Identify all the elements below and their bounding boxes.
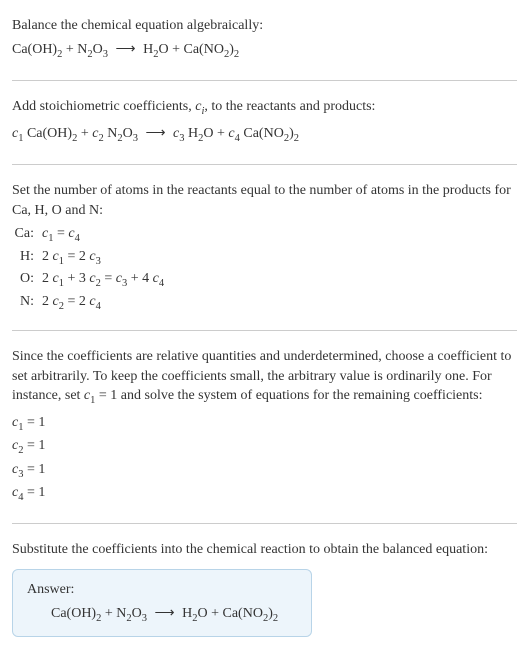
eq-text: O [123, 126, 133, 141]
coef-sub: 3 [179, 132, 184, 143]
divider [12, 164, 517, 165]
text: = 2 [64, 249, 89, 264]
coef-sub: 2 [98, 132, 103, 143]
eq-text: O [132, 606, 142, 621]
eq-text: O [93, 42, 103, 57]
atom-row-ca: Ca: c1 = c4 [12, 224, 517, 246]
step-5: Substitute the coefficients into the che… [12, 532, 517, 646]
atom-label: Ca: [12, 224, 42, 244]
eq-text: O [158, 42, 168, 57]
solution-c4: c4 = 1 [12, 483, 517, 505]
atom-label: N: [12, 292, 42, 312]
arrow-icon: ⟶ [138, 126, 173, 141]
text: Add stoichiometric coefficients, [12, 99, 195, 114]
coef-equation: c1 Ca(OH)2 + c2 N2O3 ⟶ c3 H2O + c4 Ca(NO… [12, 124, 517, 146]
atom-row-h: H: 2 c1 = 2 c3 [12, 247, 517, 269]
eq-text: Ca(NO [223, 606, 263, 621]
eq-text: N [107, 126, 117, 141]
divider [12, 330, 517, 331]
atom-eq: 2 c1 = 2 c3 [42, 247, 517, 269]
eq-text: + [208, 606, 223, 621]
answer-equation: Ca(OH)2 + N2O3 ⟶ H2O + Ca(NO2)2 [27, 604, 297, 626]
eq-text: H [143, 42, 153, 57]
eq-sub: 2 [273, 613, 278, 624]
eq-text: + [214, 126, 229, 141]
step-5-text: Substitute the coefficients into the che… [12, 540, 517, 560]
step-1: Balance the chemical equation algebraica… [12, 8, 517, 72]
step-2: Add stoichiometric coefficients, ci, to … [12, 89, 517, 156]
var-sub: 4 [75, 233, 80, 244]
eq-text: Ca(NO [184, 42, 224, 57]
var-sub: 4 [159, 278, 164, 289]
step-3: Set the number of atoms in the reactants… [12, 173, 517, 322]
step-4: Since the coefficients are relative quan… [12, 339, 517, 515]
answer-box: Answer: Ca(OH)2 + N2O3 ⟶ H2O + Ca(NO2)2 [12, 569, 312, 637]
solution-c2: c2 = 1 [12, 436, 517, 458]
eq-text: O [203, 126, 213, 141]
main-equation: Ca(OH)2 + N2O3 ⟶ H2O + Ca(NO2)2 [12, 40, 517, 62]
val: = 1 [23, 485, 45, 500]
eq-text: N [116, 606, 126, 621]
eq-text: + [62, 42, 77, 57]
eq-text: Ca(NO [243, 126, 283, 141]
step-2-text: Add stoichiometric coefficients, ci, to … [12, 97, 517, 119]
eq-text: O [197, 606, 207, 621]
text: = [101, 271, 116, 286]
text: , to the reactants and products: [204, 99, 375, 114]
atom-table: Ca: c1 = c4 H: 2 c1 = 2 c3 O: 2 c1 + 3 c… [12, 224, 517, 314]
step-1-title: Balance the chemical equation algebraica… [12, 16, 517, 36]
eq-text: Ca(OH) [51, 606, 96, 621]
eq-text: + [169, 42, 184, 57]
atom-eq: 2 c1 + 3 c2 = c3 + 4 c4 [42, 269, 517, 291]
step-4-text: Since the coefficients are relative quan… [12, 347, 517, 409]
eq-sub: 2 [294, 132, 299, 143]
text: = 2 [64, 294, 89, 309]
atom-row-o: O: 2 c1 + 3 c2 = c3 + 4 c4 [12, 269, 517, 291]
val: = 1 [23, 415, 45, 430]
text: = 1 and solve the system of equations fo… [95, 388, 482, 403]
arrow-icon: ⟶ [108, 42, 143, 57]
text: + 4 [127, 271, 152, 286]
answer-label: Answer: [27, 580, 297, 600]
text: + 3 [64, 271, 89, 286]
eq-text: + [101, 606, 116, 621]
text: 2 [42, 249, 53, 264]
eq-text: H [182, 606, 192, 621]
text: 2 [42, 294, 53, 309]
eq-sub: 2 [234, 48, 239, 59]
text: = [53, 226, 68, 241]
step-3-text: Set the number of atoms in the reactants… [12, 181, 517, 220]
val: = 1 [23, 462, 45, 477]
eq-text: Ca(OH) [27, 126, 72, 141]
solution-c1: c1 = 1 [12, 413, 517, 435]
atom-row-n: N: 2 c2 = 2 c4 [12, 292, 517, 314]
atom-label: O: [12, 269, 42, 289]
var-sub: 3 [96, 256, 101, 267]
val: = 1 [23, 438, 45, 453]
atom-eq: 2 c2 = 2 c4 [42, 292, 517, 314]
solution-c3: c3 = 1 [12, 460, 517, 482]
divider [12, 523, 517, 524]
eq-text: + [77, 126, 92, 141]
atom-eq: c1 = c4 [42, 224, 517, 246]
eq-text: H [188, 126, 198, 141]
eq-text: N [77, 42, 87, 57]
eq-text: Ca(OH) [12, 42, 57, 57]
atom-label: H: [12, 247, 42, 267]
text: 2 [42, 271, 53, 286]
divider [12, 80, 517, 81]
var-sub: 4 [96, 300, 101, 311]
arrow-icon: ⟶ [147, 606, 182, 621]
